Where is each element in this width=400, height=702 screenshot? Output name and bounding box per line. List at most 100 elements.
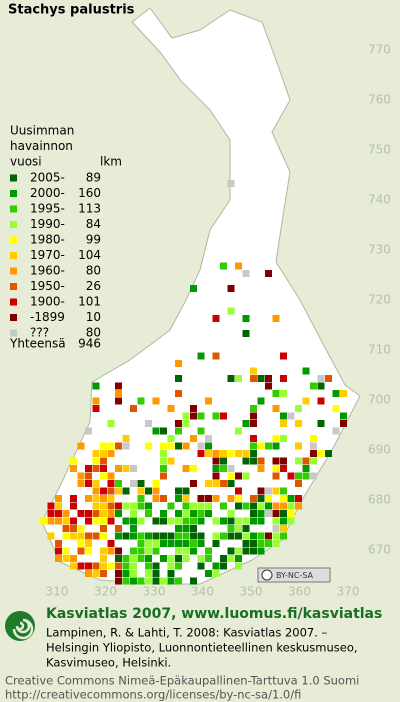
legend-swatch [10, 283, 17, 290]
observation-square [197, 352, 205, 360]
observation-square [325, 375, 332, 382]
observation-square [332, 427, 340, 435]
observation-square [182, 517, 190, 525]
observation-square [220, 262, 227, 270]
observation-square [130, 480, 137, 487]
observation-square [77, 480, 85, 487]
observation-square [145, 442, 152, 450]
observation-square [287, 517, 295, 525]
observation-square [182, 532, 190, 540]
legend-swatch [10, 267, 17, 275]
observation-square [182, 502, 190, 510]
legend-label: 1960- [30, 264, 65, 278]
observation-square [205, 480, 212, 487]
y-grid-label: 710 [368, 343, 391, 357]
cc-icon [261, 569, 273, 581]
observation-square [115, 570, 122, 577]
observation-square [175, 540, 182, 547]
y-grid-label: 730 [368, 243, 391, 257]
observation-square [115, 562, 122, 570]
observation-square [130, 562, 137, 570]
license-line: http://creativecommons.org/licenses/by-n… [5, 688, 301, 702]
logo-disc [5, 611, 35, 641]
observation-square [145, 532, 152, 540]
observation-square [92, 487, 100, 495]
legend-count: 160 [78, 186, 101, 200]
observation-square [250, 532, 257, 540]
observation-square [340, 390, 347, 397]
legend-total-label: Yhteensä [9, 337, 66, 351]
observation-square [295, 472, 302, 480]
observation-square [130, 502, 137, 510]
observation-square [92, 532, 100, 540]
observation-square [70, 555, 77, 562]
observation-square [272, 390, 280, 397]
observation-square [325, 450, 332, 457]
observation-square [62, 525, 70, 532]
observation-square [100, 525, 107, 532]
observation-square [220, 480, 227, 487]
license-line: Creative Commons Nimeä-Epäkaupallinen-Ta… [5, 674, 359, 688]
observation-square [100, 502, 107, 510]
observation-square [310, 442, 317, 450]
observation-square [205, 435, 212, 442]
observation-square [167, 405, 175, 412]
observation-square [265, 502, 272, 510]
legend-swatch [10, 174, 17, 182]
observation-square [122, 562, 130, 570]
y-grid-label: 750 [368, 143, 391, 157]
observation-square [257, 547, 265, 555]
observation-square [190, 412, 197, 420]
observation-square [122, 577, 130, 585]
observation-square [40, 517, 47, 525]
observation-square [115, 502, 122, 510]
observation-square [175, 547, 182, 555]
observation-square [92, 457, 100, 465]
observation-square [100, 450, 107, 457]
observation-square [280, 532, 287, 540]
observation-square [152, 495, 160, 502]
observation-square [197, 510, 205, 517]
logo-spiral [12, 618, 34, 640]
observation-square [235, 547, 242, 555]
observation-square [122, 442, 130, 450]
observation-square [280, 487, 287, 495]
observation-square [302, 472, 310, 480]
observation-square [220, 555, 227, 562]
x-grid-label: 350 [240, 585, 263, 599]
observation-square [257, 442, 265, 450]
observation-square [107, 472, 115, 480]
observation-square [332, 405, 340, 412]
observation-square [295, 420, 302, 427]
y-grid-label: 670 [368, 543, 391, 557]
legend-header: havainnon [10, 139, 73, 153]
observation-square [257, 540, 265, 547]
observation-square [167, 570, 175, 577]
observation-square [182, 547, 190, 555]
observation-square [235, 487, 242, 495]
observation-square [227, 517, 235, 525]
observation-square [242, 540, 250, 547]
observation-square [257, 375, 265, 382]
legend-count: 26 [86, 279, 101, 293]
observation-square [85, 547, 92, 555]
observation-square [122, 465, 130, 472]
observation-square [280, 457, 287, 465]
observation-square [107, 442, 115, 450]
observation-square [160, 577, 167, 585]
observation-square [272, 405, 280, 412]
observation-square [115, 555, 122, 562]
observation-square [130, 517, 137, 525]
observation-square [265, 495, 272, 502]
observation-square [152, 397, 160, 405]
observation-square [175, 360, 182, 367]
observation-square [272, 472, 280, 480]
observation-square [175, 555, 182, 562]
observation-square [160, 555, 167, 562]
observation-square [272, 532, 280, 540]
observation-square [272, 517, 280, 525]
observation-square [242, 517, 250, 525]
observation-square [235, 495, 242, 502]
observation-square [145, 540, 152, 547]
observation-square [137, 547, 145, 555]
